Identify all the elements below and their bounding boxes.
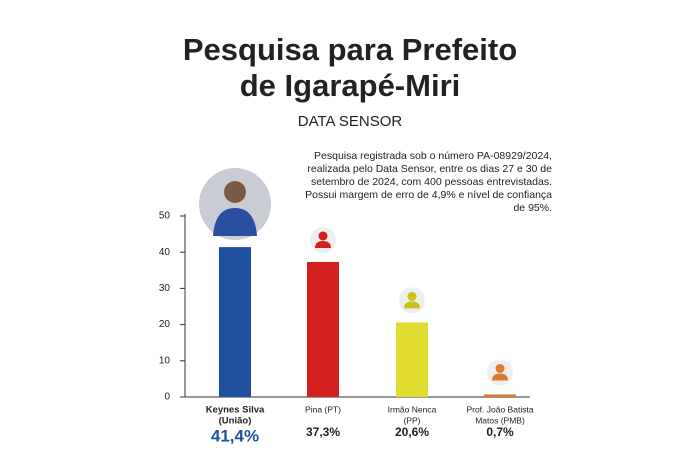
y-tick-label: 50 xyxy=(159,211,171,222)
note: Pesquisa registrada sob o número PA-0892… xyxy=(305,150,552,214)
x-tick-label: (PP) xyxy=(404,415,421,425)
chart-title: Pesquisa para Prefeito xyxy=(183,32,517,67)
bar xyxy=(219,247,251,397)
x-tick-label: Keynes Silva xyxy=(206,405,265,416)
icon-head xyxy=(495,363,505,373)
chart-subtitle: DATA SENSOR xyxy=(298,113,403,130)
bar xyxy=(307,261,339,397)
y-tick-label: 30 xyxy=(159,283,171,294)
icon-body xyxy=(315,240,331,248)
value-label: 41,4% xyxy=(211,426,259,445)
bar xyxy=(484,394,516,397)
value-label: 20,6% xyxy=(395,425,429,439)
y-tick-label: 10 xyxy=(159,355,171,366)
photo-head xyxy=(224,181,246,203)
photo-body xyxy=(213,208,257,236)
chart-title: de Igarapé-Miri xyxy=(240,68,461,103)
icon-body xyxy=(404,301,420,309)
x-tick-label: (União) xyxy=(219,416,252,427)
x-tick-label: Irmão Nenca xyxy=(388,404,437,414)
y-tick-label: 0 xyxy=(164,392,170,403)
value-label: 0,7% xyxy=(486,425,514,439)
y-tick-label: 40 xyxy=(159,247,171,258)
x-tick-label: Matos (PMB) xyxy=(475,415,525,425)
bar xyxy=(396,322,428,397)
icon-body xyxy=(492,373,508,381)
x-tick-label: Pina (PT) xyxy=(305,404,341,414)
icon-head xyxy=(407,291,417,301)
icon-head xyxy=(318,231,328,241)
value-label: 37,3% xyxy=(306,425,340,439)
y-tick-label: 20 xyxy=(159,319,171,330)
x-tick-label: Prof. João Batista xyxy=(466,404,533,414)
